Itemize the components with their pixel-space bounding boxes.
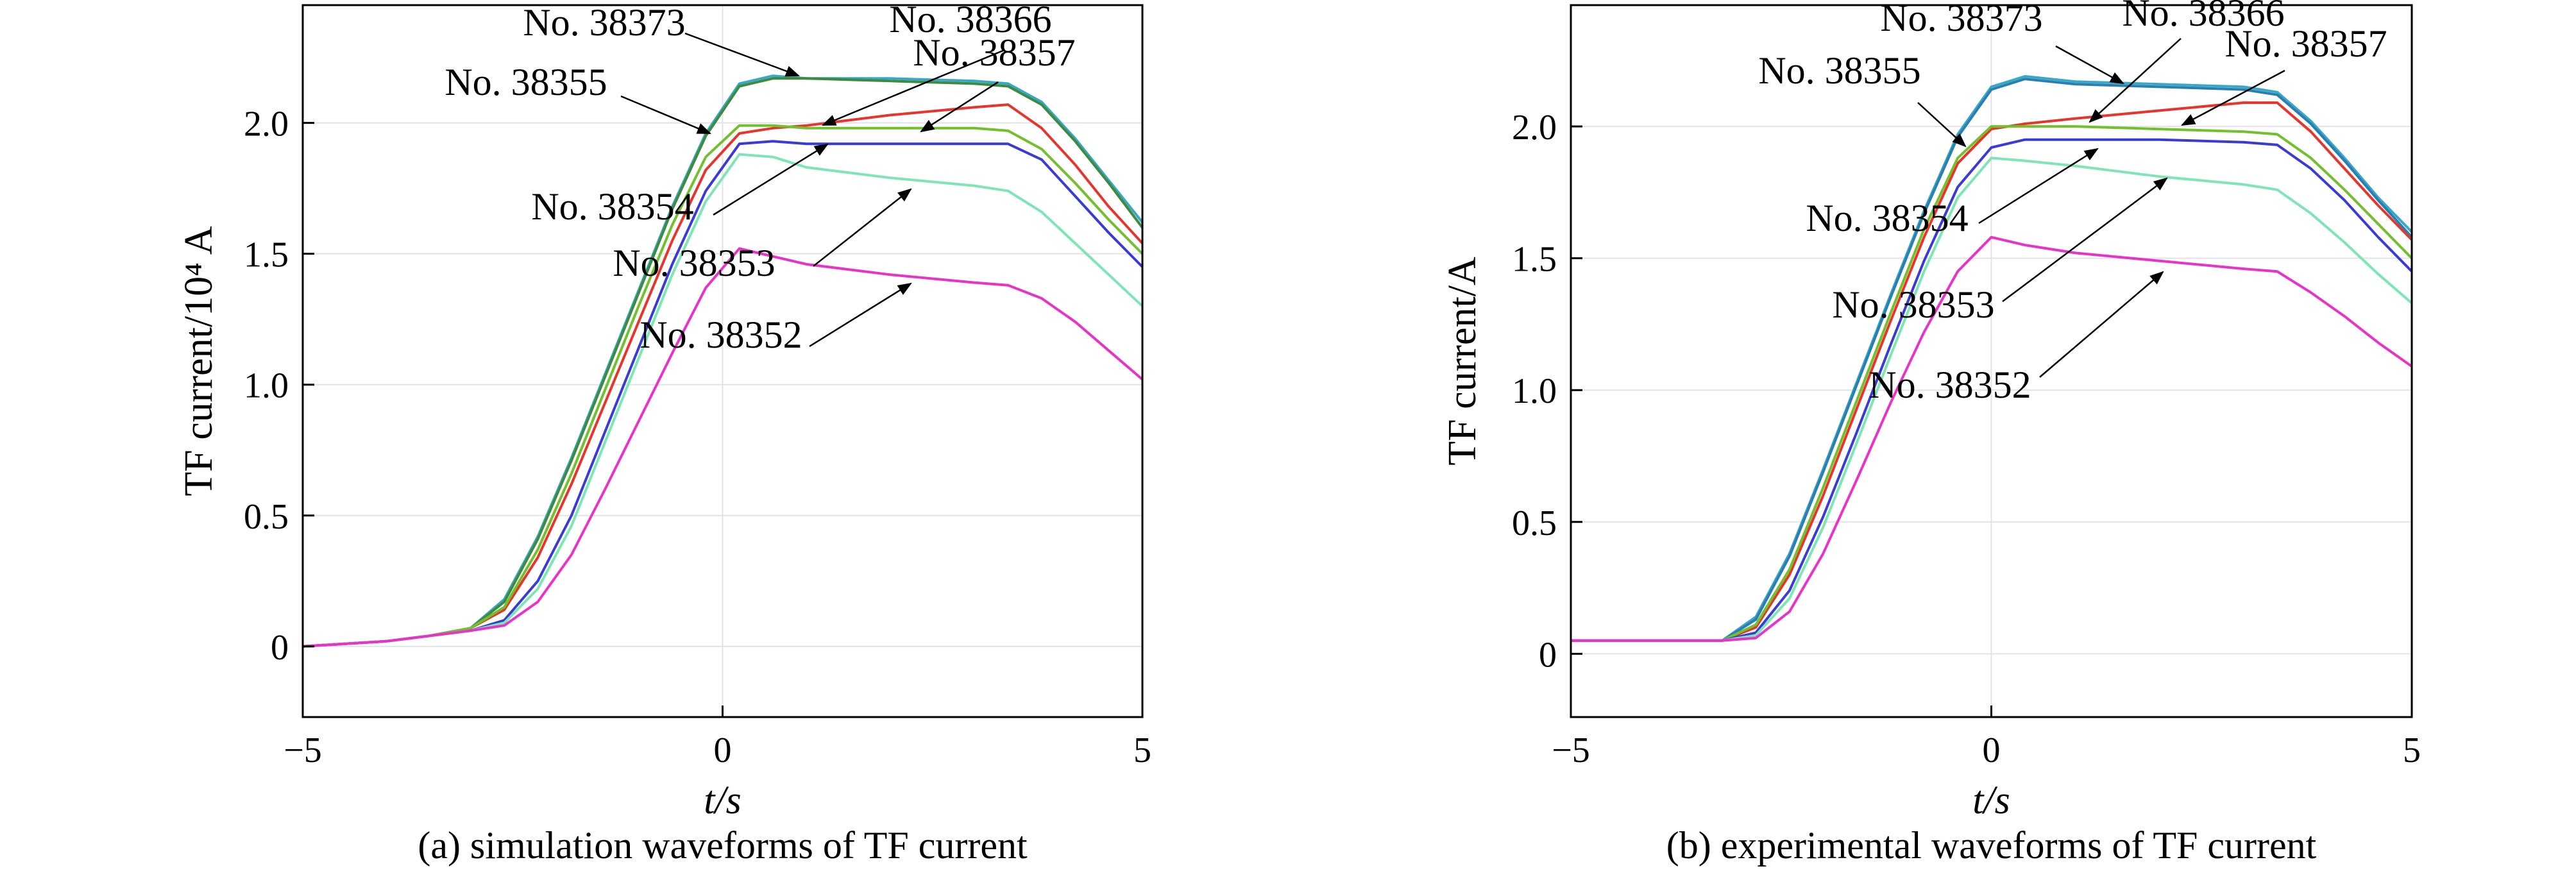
y-axis-label: TF current/10⁴ A — [177, 226, 221, 496]
y-axis-label: TF current/A — [1441, 257, 1484, 466]
series-annotation-label: No. 38357 — [2224, 22, 2387, 65]
annotation-arrow — [2039, 271, 2164, 378]
y-tick-label: 1.0 — [244, 366, 289, 406]
x-axis-label: t/s — [1972, 779, 2010, 822]
series-line-38357 — [1571, 101, 2413, 642]
annotation-arrow — [1917, 102, 1967, 148]
series-line-38355 — [1571, 125, 2413, 642]
series-line-38353 — [1571, 156, 2413, 642]
annotation-arrow — [813, 188, 912, 267]
y-tick-label: 0 — [1539, 635, 1557, 675]
annotation-arrow — [2002, 177, 2168, 302]
series-line-38366 — [302, 77, 1144, 648]
series-annotation-label: No. 38366 — [889, 0, 1051, 40]
series-line-38354 — [1571, 138, 2413, 642]
series-annotation-label: No. 38366 — [2122, 0, 2284, 34]
series-annotation-label: No. 38352 — [640, 314, 802, 356]
annotation-arrow — [713, 143, 829, 216]
annotation-arrow — [2089, 38, 2182, 123]
y-tick-label: 1.0 — [1512, 371, 1557, 411]
series-annotation-label: No. 38354 — [1806, 197, 1968, 239]
series-annotation-label: No. 38353 — [613, 242, 775, 284]
panel-caption: (a) simulation waveforms of TF current — [418, 824, 1028, 867]
series-annotation-label: No. 38357 — [913, 31, 1075, 74]
series-annotation-label: No. 38353 — [1832, 283, 1994, 326]
annotation-arrow — [809, 282, 912, 348]
series-line-38352 — [302, 247, 1144, 648]
series-line-38352 — [1571, 235, 2413, 642]
y-tick-label: 0.5 — [244, 497, 289, 537]
annotation-arrow — [620, 95, 712, 135]
y-tick-label: 2.0 — [1512, 108, 1557, 148]
annotation-arrow — [1978, 148, 2099, 224]
series-line-38355 — [302, 124, 1144, 648]
x-axis-label: t/s — [704, 779, 741, 822]
series-line-38366 — [1571, 78, 2413, 642]
y-tick-label: 2.0 — [244, 105, 289, 144]
x-tick-label: 5 — [1133, 731, 1151, 770]
series-annotation-label: No. 38352 — [1868, 364, 2031, 406]
x-tick-label: 0 — [1983, 731, 2001, 770]
x-tick-label: 5 — [2403, 731, 2421, 770]
y-tick-label: 0.5 — [1512, 503, 1557, 543]
annotation-arrow — [2181, 69, 2285, 126]
y-tick-label: 0 — [271, 628, 289, 668]
y-tick-label: 1.5 — [1512, 240, 1557, 280]
annotation-arrow — [2055, 45, 2124, 85]
annotation-arrow — [684, 32, 801, 77]
x-tick-label: 0 — [714, 731, 732, 770]
panel-caption: (b) experimental waveforms of TF current — [1666, 824, 2317, 867]
series-annotation-label: No. 38373 — [523, 1, 685, 44]
x-tick-label: −5 — [1552, 731, 1590, 770]
series-annotation-label: No. 38355 — [445, 61, 607, 103]
x-tick-label: −5 — [284, 731, 322, 770]
series-annotation-label: No. 38373 — [1880, 0, 2042, 39]
y-tick-label: 1.5 — [244, 235, 289, 275]
series-annotation-label: No. 38354 — [531, 185, 693, 228]
chart-panel-a: −5 0 5 0 0.5 1.0 1.5 2.0 t/s TF current/10⁴ A (a) … — [177, 0, 1151, 867]
annotation-arrow — [821, 49, 1005, 126]
annotation-arrow — [920, 81, 999, 133]
chart-panel-b: −5 0 5 0 0.5 1.0 1.5 2.0 t/s TF current/A (b) expe… — [1441, 0, 2421, 867]
series-annotation-label: No. 38355 — [1758, 49, 1920, 92]
